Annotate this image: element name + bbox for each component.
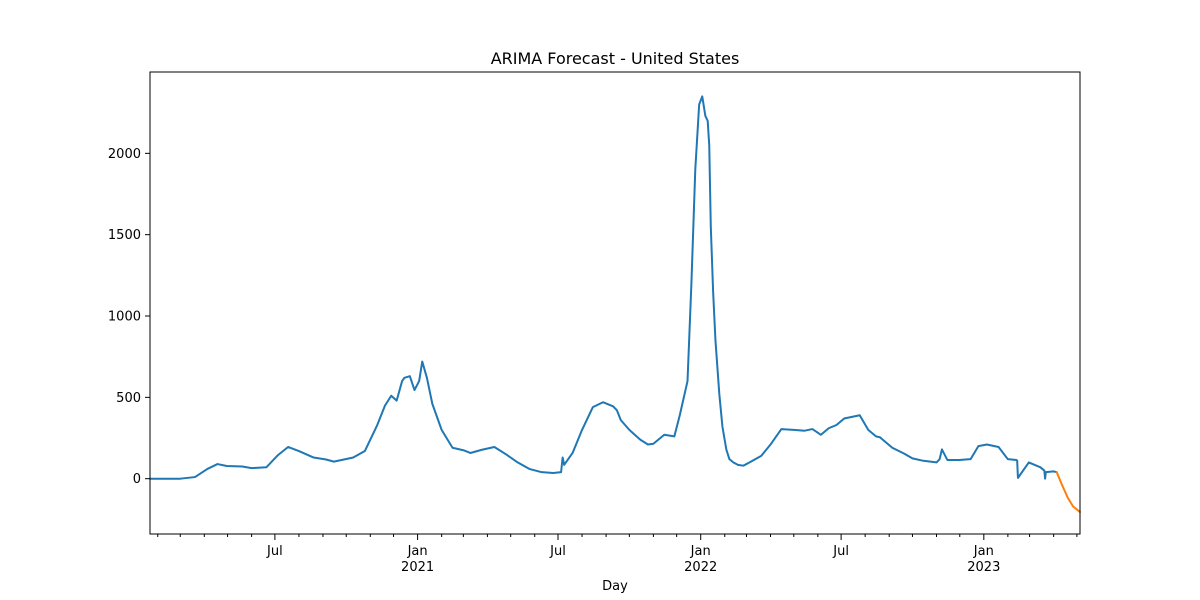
y-tick-label: 1000 [108,310,141,325]
chart-title: ARIMA Forecast - United States [491,49,740,68]
plot-series [149,95,1081,514]
x-tick-label: Jan [690,544,711,559]
y-tick-label: 1500 [108,228,141,243]
forecast-series-line [1055,471,1081,514]
observed-series-line [149,95,1058,480]
y-tick-label: 0 [133,472,141,487]
x-tick-label: Jul [832,544,849,559]
y-tick-label: 2000 [108,147,141,162]
x-tick-label: Jul [266,544,283,559]
x-tick-year-label: 2021 [401,560,434,575]
x-tick-label: Jan [407,544,428,559]
x-tick-year-label: 2022 [684,560,717,575]
x-axis-label: Day [602,579,628,594]
y-tick-label: 500 [116,391,141,406]
x-tick-label: Jan [973,544,994,559]
x-tick-year-label: 2023 [967,560,1000,575]
plot-frame [149,71,1081,535]
x-tick-label: Jul [549,544,566,559]
y-axis: 0 500 1000 1500 2000 [108,147,150,487]
